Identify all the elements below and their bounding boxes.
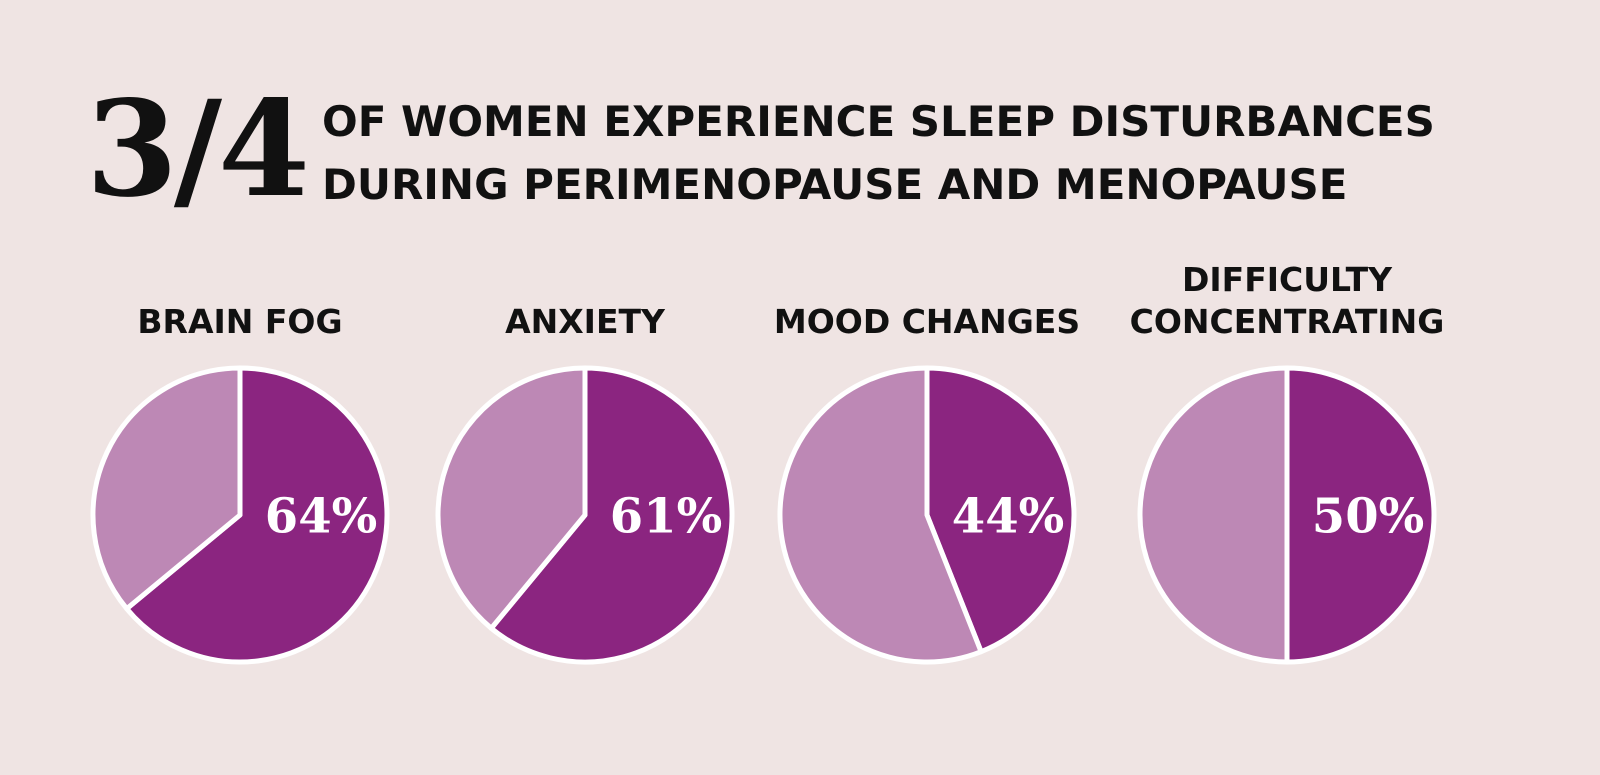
pie-value-label: 50%	[1312, 489, 1424, 545]
pie-title: ANXIETY	[505, 302, 665, 341]
pie-slice	[924, 365, 1077, 655]
headline-fraction: 3/4	[86, 72, 310, 227]
pie-slice	[1137, 365, 1290, 665]
pie-title: DIFFICULTY CONCENTRATING	[1129, 260, 1445, 341]
headline-line: DURING PERIMENOPAUSE AND MENOPAUSE	[322, 160, 1348, 209]
pie-value-label: 61%	[610, 489, 722, 545]
pie-title: BRAIN FOG	[137, 302, 343, 341]
headline-line: OF WOMEN EXPERIENCE SLEEP DISTURBANCES	[322, 97, 1435, 146]
pie-slice	[90, 365, 243, 612]
pie-value-label: 44%	[952, 489, 1064, 545]
pie-slice	[488, 365, 735, 665]
pie-slice	[1284, 365, 1437, 665]
pie-slice	[124, 365, 390, 665]
pie-slice	[435, 365, 588, 631]
pie-value-label: 64%	[265, 489, 377, 545]
pie-slice	[777, 365, 984, 665]
pie-title: MOOD CHANGES	[773, 302, 1081, 341]
